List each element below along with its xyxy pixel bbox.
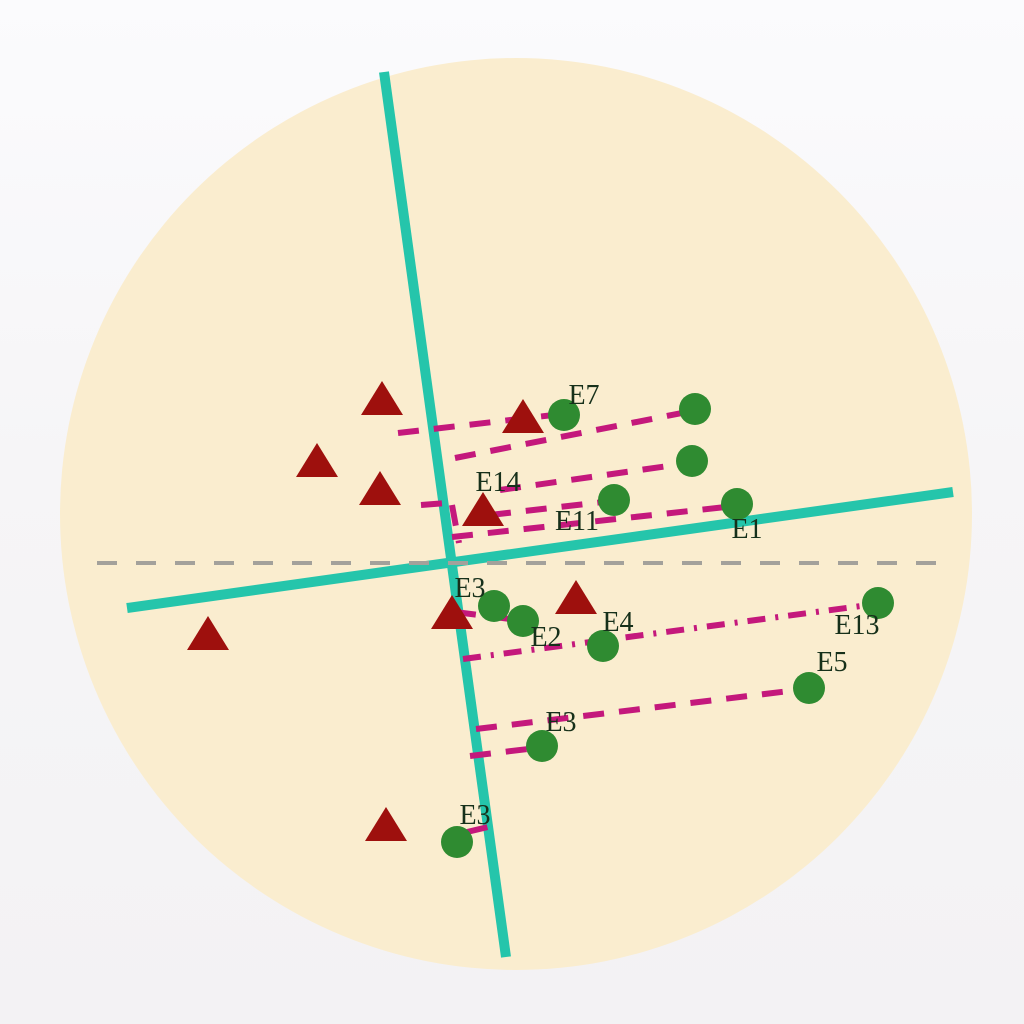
site-label-1-e7: E7 xyxy=(568,380,599,411)
connector-line-4 xyxy=(420,500,448,508)
site-label-2-e14: E14 xyxy=(475,467,520,498)
triangle-marker-9 xyxy=(365,807,407,841)
site-label-6-e2: E2 xyxy=(530,622,561,653)
connector-line-12 xyxy=(466,824,489,835)
connector-line-11 xyxy=(469,746,529,759)
site-circle-2 xyxy=(679,393,711,425)
triangle-marker-4 xyxy=(502,399,544,433)
site-label-11-e3: E3 xyxy=(459,800,490,831)
axes-group xyxy=(126,71,954,958)
site-circle-5-e1 xyxy=(721,488,753,520)
axis-horizontal xyxy=(126,487,954,613)
triangle-marker-1 xyxy=(361,381,403,415)
triangle-marker-3 xyxy=(359,471,401,505)
site-circle-9-e13 xyxy=(862,587,894,619)
connector-line-5 xyxy=(489,498,613,518)
connector-line-7 xyxy=(449,504,462,544)
connector-line-9 xyxy=(462,601,877,662)
plot-background-disc xyxy=(60,58,972,970)
triangle-marker-8 xyxy=(187,616,229,650)
site-circle-4-e11 xyxy=(598,484,630,516)
site-circle-10-e5 xyxy=(793,672,825,704)
site-circle-7-e2 xyxy=(507,605,539,637)
site-circle-6-e3 xyxy=(478,590,510,622)
connector-line-1 xyxy=(397,411,563,436)
axis-vertical xyxy=(379,71,511,958)
connector-line-3 xyxy=(499,460,690,493)
circle-markers-group xyxy=(441,393,894,858)
site-circle-8-e4 xyxy=(587,630,619,662)
triangle-marker-6 xyxy=(431,595,473,629)
site-label-10-e3: E3 xyxy=(545,707,576,738)
triangle-markers-group xyxy=(187,381,597,841)
triangle-marker-7 xyxy=(555,580,597,614)
site-label-7-e4: E4 xyxy=(602,607,633,638)
site-circle-3 xyxy=(676,445,708,477)
site-label-9-e5: E5 xyxy=(816,647,847,678)
point-labels-group: E7 E14 E11 E1 E3 E2 E4 E13 E5 E3 E3 xyxy=(454,380,879,831)
site-label-4-e1: E1 xyxy=(731,514,762,545)
site-label-8-e13: E13 xyxy=(834,610,879,641)
site-circle-12-e3 xyxy=(441,826,473,858)
site-circle-1-e7 xyxy=(548,399,580,431)
site-label-3-e11: E11 xyxy=(555,506,599,537)
plot-disc-group xyxy=(60,58,972,970)
connector-line-6 xyxy=(451,503,736,540)
connector-lines-group xyxy=(397,408,877,835)
site-label-5-e3: E3 xyxy=(454,573,485,604)
connector-line-10 xyxy=(475,686,807,732)
triangle-marker-2 xyxy=(296,443,338,477)
triangle-marker-5 xyxy=(462,492,504,526)
connector-line-2 xyxy=(454,408,693,461)
site-circle-11-e3 xyxy=(526,730,558,762)
